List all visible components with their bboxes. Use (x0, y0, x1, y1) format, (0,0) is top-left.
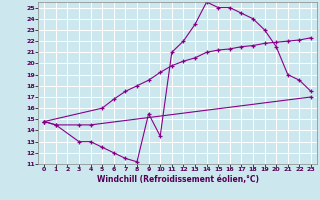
X-axis label: Windchill (Refroidissement éolien,°C): Windchill (Refroidissement éolien,°C) (97, 175, 259, 184)
